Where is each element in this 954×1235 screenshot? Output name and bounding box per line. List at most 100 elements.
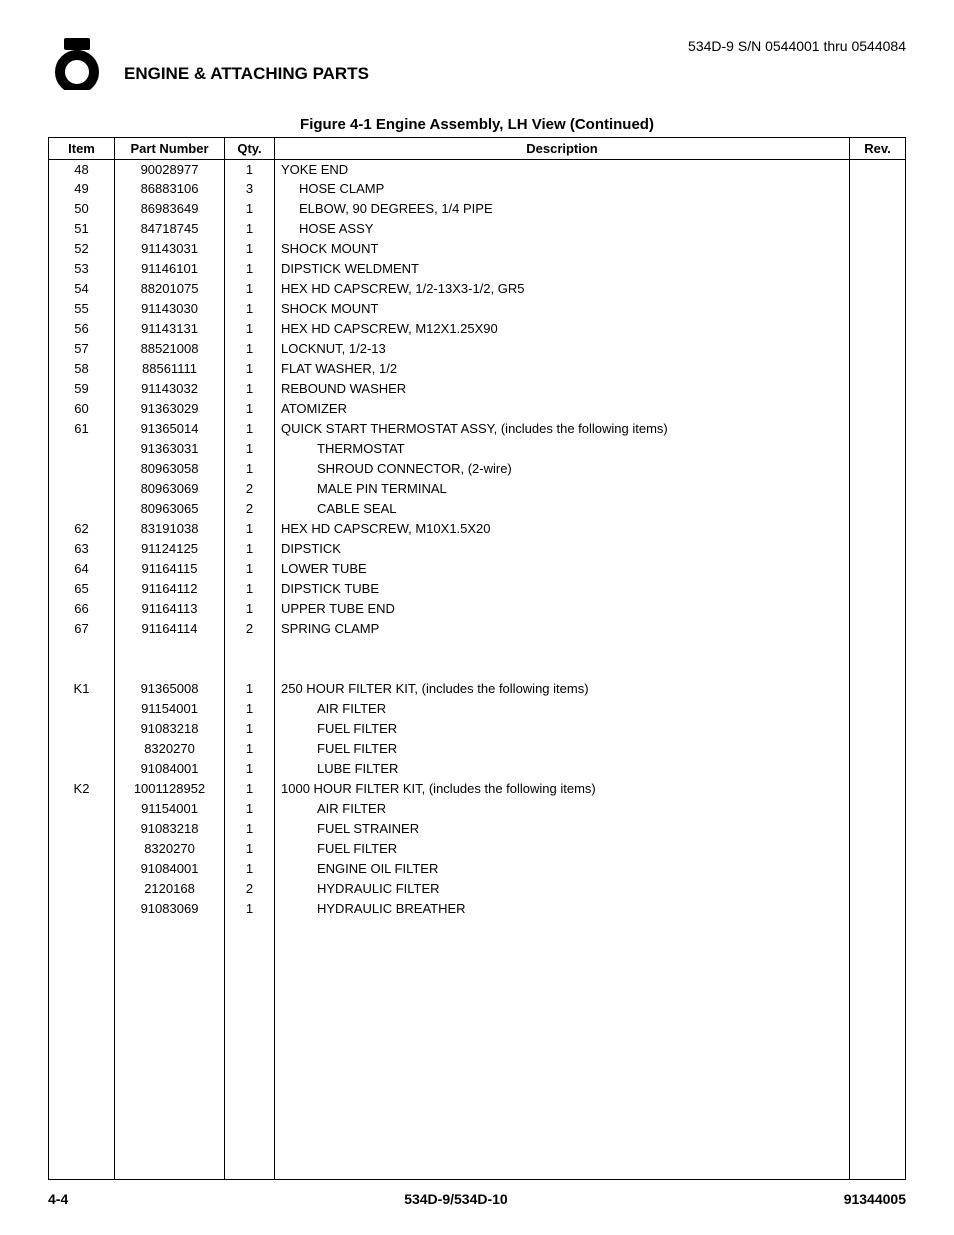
table-row: 910830691HYDRAULIC BREATHER: [49, 900, 906, 920]
cell-qty: 2: [225, 620, 275, 640]
cell-item: [49, 500, 115, 520]
cell-desc: 250 HOUR FILTER KIT, (includes the follo…: [275, 680, 850, 700]
cell-desc: ENGINE OIL FILTER: [275, 860, 850, 880]
table-row: 52911430311SHOCK MOUNT: [49, 240, 906, 260]
cell-rev: [850, 840, 906, 860]
table-row: 911540011AIR FILTER: [49, 800, 906, 820]
cell-qty: 1: [225, 600, 275, 620]
cell-rev: [850, 440, 906, 460]
cell-part: 90028977: [115, 160, 225, 180]
cell-item: 57: [49, 340, 115, 360]
cell-desc: AIR FILTER: [275, 800, 850, 820]
cell-desc: 1000 HOUR FILTER KIT, (includes the foll…: [275, 780, 850, 800]
table-row: 910832181FUEL FILTER: [49, 720, 906, 740]
cell-desc: SHOCK MOUNT: [275, 240, 850, 260]
cell-item: 52: [49, 240, 115, 260]
cell-item: [49, 860, 115, 880]
cell-qty: 1: [225, 740, 275, 760]
cell-item: 63: [49, 540, 115, 560]
table-row: 61913650141QUICK START THERMOSTAT ASSY, …: [49, 420, 906, 440]
cell-rev: [850, 500, 906, 520]
cell-part: 8320270: [115, 840, 225, 860]
col-item: Item: [49, 138, 115, 160]
table-filler-row: [49, 920, 906, 1180]
cell-part: 80963058: [115, 460, 225, 480]
cell-rev: [850, 740, 906, 760]
cell-part: 91083218: [115, 820, 225, 840]
cell-qty: 2: [225, 880, 275, 900]
cell-item: 64: [49, 560, 115, 580]
cell-item: 61: [49, 420, 115, 440]
cell-rev: [850, 400, 906, 420]
cell-part: 91143031: [115, 240, 225, 260]
cell-rev: [850, 180, 906, 200]
table-row: 910832181FUEL STRAINER: [49, 820, 906, 840]
cell-item: [49, 440, 115, 460]
cell-part: 91154001: [115, 700, 225, 720]
cell-rev: [850, 280, 906, 300]
table-row: 51847187451HOSE ASSY: [49, 220, 906, 240]
cell-rev: [850, 880, 906, 900]
table-row: 62831910381HEX HD CAPSCREW, M10X1.5X20: [49, 520, 906, 540]
page-header: ENGINE & ATTACHING PARTS 534D-9 S/N 0544…: [48, 38, 906, 90]
cell-qty: 1: [225, 200, 275, 220]
cell-qty: 1: [225, 840, 275, 860]
cell-qty: 1: [225, 440, 275, 460]
cell-item: [49, 800, 115, 820]
cell-desc: DIPSTICK: [275, 540, 850, 560]
cell-part: 2120168: [115, 880, 225, 900]
cell-desc: ELBOW, 90 DEGREES, 1/4 PIPE: [275, 200, 850, 220]
cell-part: 8320270: [115, 740, 225, 760]
cell-desc: CABLE SEAL: [275, 500, 850, 520]
cell-qty: 3: [225, 180, 275, 200]
cell-part: 91083069: [115, 900, 225, 920]
cell-qty: 1: [225, 820, 275, 840]
cell-item: 66: [49, 600, 115, 620]
cell-rev: [850, 700, 906, 720]
cell-qty: 1: [225, 260, 275, 280]
cell-rev: [850, 600, 906, 620]
cell-qty: 1: [225, 400, 275, 420]
cell-rev: [850, 680, 906, 700]
cell-item: 55: [49, 300, 115, 320]
cell-desc: ATOMIZER: [275, 400, 850, 420]
cell-qty: 2: [225, 500, 275, 520]
cell-qty: 1: [225, 340, 275, 360]
cell-rev: [850, 820, 906, 840]
cell-qty: 1: [225, 560, 275, 580]
table-row: K1913650081250 HOUR FILTER KIT, (include…: [49, 680, 906, 700]
col-rev: Rev.: [850, 138, 906, 160]
cell-desc: FUEL FILTER: [275, 740, 850, 760]
cell-qty: 1: [225, 520, 275, 540]
cell-desc: MALE PIN TERMINAL: [275, 480, 850, 500]
figure-title: Figure 4-1 Engine Assembly, LH View (Con…: [48, 116, 906, 133]
cell-desc: QUICK START THERMOSTAT ASSY, (includes t…: [275, 420, 850, 440]
cell-qty: 1: [225, 460, 275, 480]
table-row: 49868831063HOSE CLAMP: [49, 180, 906, 200]
header-left: ENGINE & ATTACHING PARTS: [48, 38, 369, 90]
cell-item: [49, 880, 115, 900]
cell-part: 91143131: [115, 320, 225, 340]
cell-desc: SHROUD CONNECTOR, (2-wire): [275, 460, 850, 480]
cell-rev: [850, 420, 906, 440]
table-row: 809630692MALE PIN TERMINAL: [49, 480, 906, 500]
cell-qty: 1: [225, 160, 275, 180]
table-row: 21201682HYDRAULIC FILTER: [49, 880, 906, 900]
cell-part: 91143032: [115, 380, 225, 400]
cell-desc: REBOUND WASHER: [275, 380, 850, 400]
cell-qty: 1: [225, 420, 275, 440]
cell-rev: [850, 580, 906, 600]
col-part: Part Number: [115, 138, 225, 160]
cell-rev: [850, 260, 906, 280]
parts-table: Item Part Number Qty. Description Rev. 4…: [48, 137, 906, 1180]
table-row: [49, 640, 906, 660]
table-row: 48900289771YOKE END: [49, 160, 906, 180]
cell-desc: SPRING CLAMP: [275, 620, 850, 640]
cell-qty: 1: [225, 240, 275, 260]
cell-desc: LOCKNUT, 1/2-13: [275, 340, 850, 360]
table-row: 60913630291ATOMIZER: [49, 400, 906, 420]
cell-rev: [850, 860, 906, 880]
cell-item: [49, 460, 115, 480]
cell-part: 91363029: [115, 400, 225, 420]
table-row: 56911431311HEX HD CAPSCREW, M12X1.25X90: [49, 320, 906, 340]
